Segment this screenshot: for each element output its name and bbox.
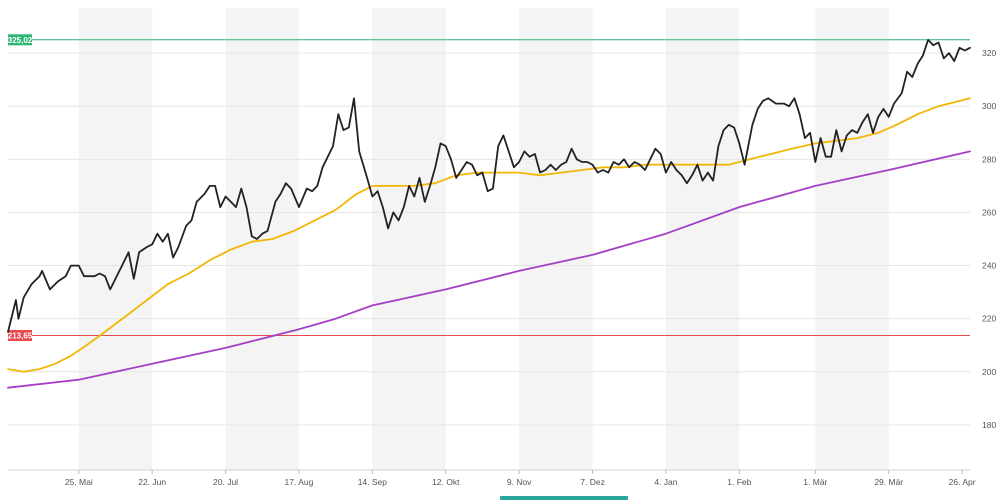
series-line: [7, 97, 971, 373]
month-band: [78, 8, 153, 470]
y-tick-label: 220: [982, 314, 996, 324]
x-tick-label: 25. Mai: [65, 477, 93, 487]
alternating-month-bands: [78, 8, 889, 470]
x-tick-label: 7. Dez: [580, 477, 605, 487]
gridlines: [8, 52, 970, 471]
month-band: [665, 8, 740, 470]
x-tick-label: 12. Okt: [432, 477, 460, 487]
y-axis: 180 200 220 240 260 280 300 320: [982, 48, 996, 430]
series-lines: [7, 39, 971, 389]
x-axis: 25. Mai 22. Jun 20. Jul 17. Aug 14. Sep 12. O…: [65, 470, 976, 500]
series-line: [7, 39, 971, 333]
x-tick-label: 1. Mär: [803, 477, 827, 487]
reference-lines: 325,02 213,65: [8, 34, 970, 342]
x-tick-label: 9. Nov: [507, 477, 532, 487]
y-tick-label: 180: [982, 420, 996, 430]
x-tick-label: 4. Jan: [654, 477, 677, 487]
month-band: [519, 8, 593, 470]
reference-badge: [8, 34, 32, 46]
x-tick-label: 1. Feb: [727, 477, 751, 487]
y-tick-label: 200: [982, 367, 996, 377]
x-tick-label: 29. Mär: [874, 477, 903, 487]
reference-badge-label: 325,02: [8, 36, 33, 45]
month-band: [225, 8, 299, 470]
x-tick-label: 26. Apr: [949, 477, 976, 487]
series-line: [7, 150, 971, 389]
y-tick-label: 240: [982, 261, 996, 271]
x-tick-label: 22. Jun: [138, 477, 166, 487]
y-tick-label: 320: [982, 48, 996, 58]
reference-badge-label: 213,65: [8, 332, 33, 341]
y-tick-label: 300: [982, 101, 996, 111]
month-band: [815, 8, 889, 470]
x-tick-label: 17. Aug: [285, 477, 314, 487]
reference-badge: [8, 330, 32, 342]
y-tick-label: 280: [982, 154, 996, 164]
x-tick-label: 14. Sep: [358, 477, 388, 487]
y-tick-label: 260: [982, 207, 996, 217]
month-band: [372, 8, 446, 470]
range-scrollbar: [500, 496, 628, 500]
x-tick-label: 20. Jul: [213, 477, 238, 487]
